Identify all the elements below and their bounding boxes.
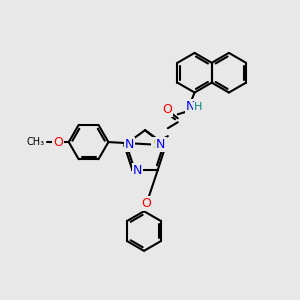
Text: N: N xyxy=(156,138,166,151)
Text: H: H xyxy=(194,102,203,112)
Text: CH₃: CH₃ xyxy=(27,137,45,147)
Text: O: O xyxy=(162,103,172,116)
Text: O: O xyxy=(141,197,151,210)
Text: N: N xyxy=(133,164,142,177)
Text: O: O xyxy=(53,136,63,148)
Text: N: N xyxy=(186,100,195,113)
Text: N: N xyxy=(124,138,134,151)
Text: S: S xyxy=(152,138,160,151)
